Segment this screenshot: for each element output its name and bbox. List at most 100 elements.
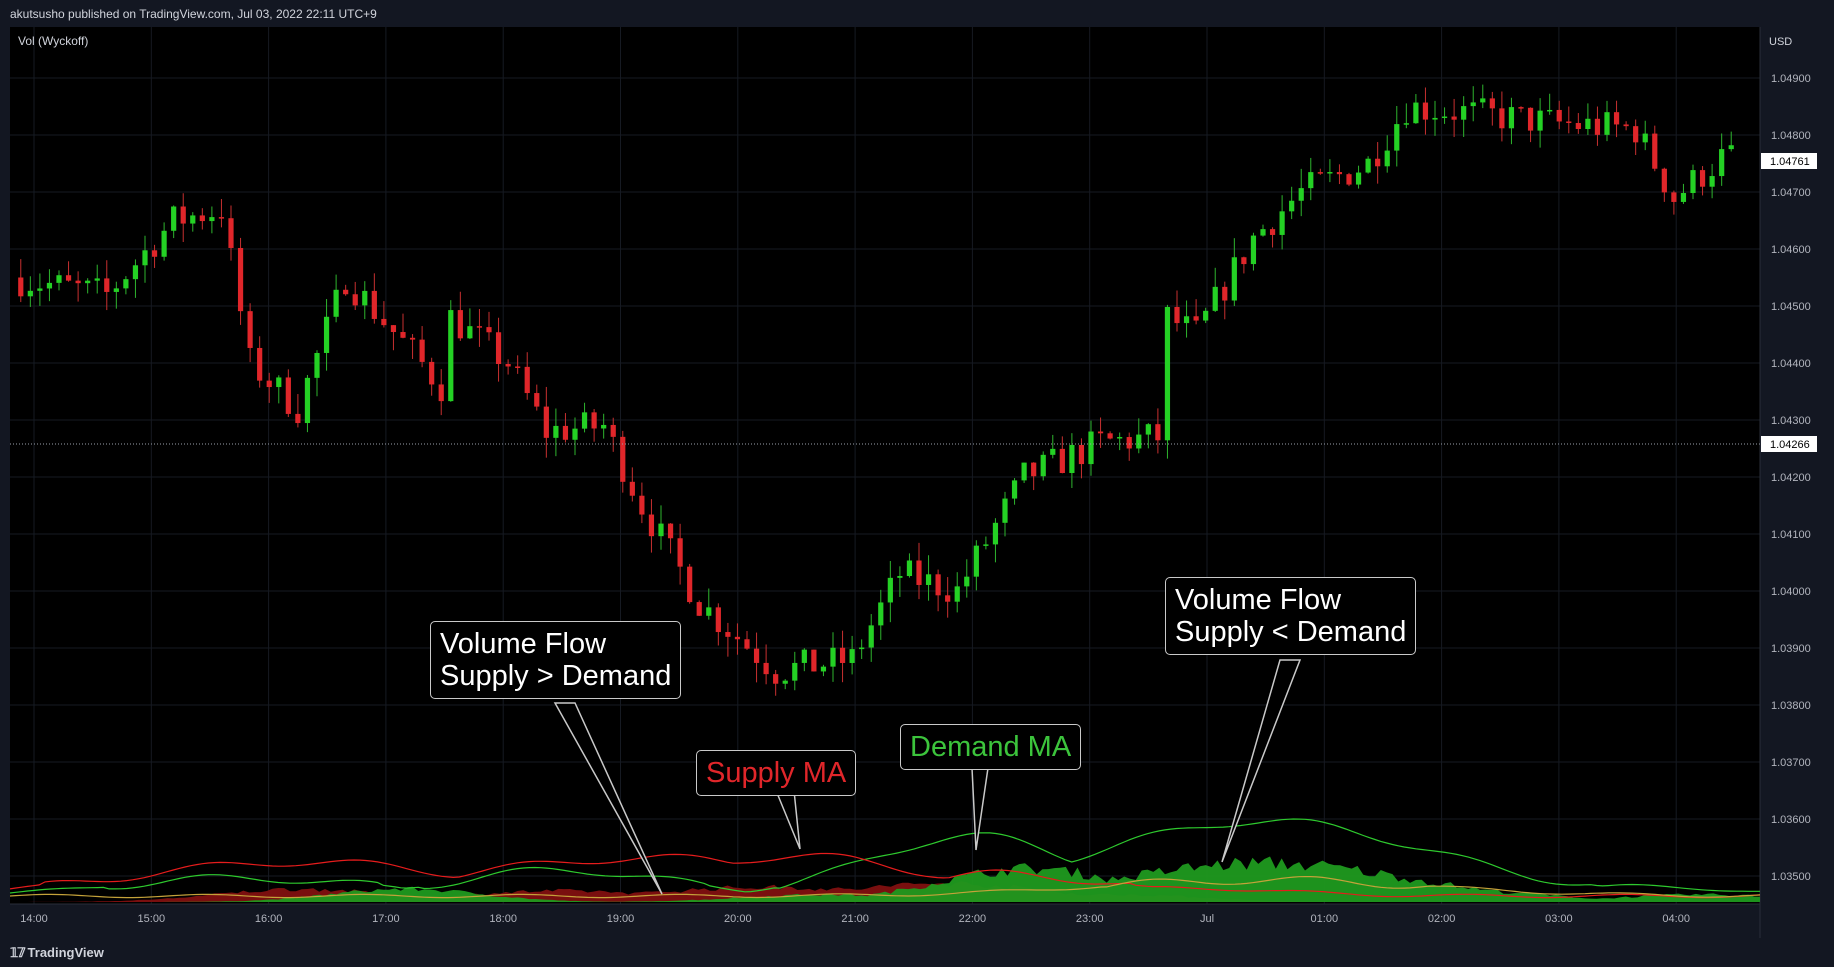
x-tick-label: 15:00: [138, 913, 166, 925]
candle-body: [954, 586, 960, 602]
candle-body: [1594, 118, 1601, 135]
candle-body: [1394, 124, 1400, 151]
candle-body: [543, 406, 549, 438]
y-tick-label: 1.03900: [1771, 643, 1811, 655]
tradingview-logo: 𝟙𝟟 TradingView: [10, 945, 104, 961]
candle-body: [859, 647, 865, 650]
candle-body: [1031, 462, 1037, 477]
candle-body: [1633, 126, 1639, 143]
candle-body: [1719, 149, 1725, 177]
candle-body: [1069, 444, 1075, 474]
signal-ma-line: [9, 876, 1761, 899]
candle-body: [639, 495, 645, 515]
candle-body: [343, 289, 349, 295]
candle-body: [1461, 106, 1467, 120]
candle-body: [123, 279, 129, 289]
candle-body: [1489, 98, 1495, 109]
candle-body: [1709, 176, 1715, 187]
candle-body: [629, 481, 635, 496]
candle-body: [333, 289, 339, 317]
candle-body: [734, 636, 741, 640]
candle-body: [1021, 462, 1027, 481]
candle-body: [1680, 193, 1687, 202]
candle-body: [753, 648, 760, 663]
x-tick-label: 22:00: [959, 913, 987, 925]
candle-body: [992, 522, 999, 545]
candle-body: [1088, 431, 1094, 465]
candle-body: [1671, 192, 1677, 202]
candle-body: [362, 290, 368, 306]
candle-body: [524, 366, 530, 394]
indicator-label: Vol (Wyckoff): [18, 34, 88, 48]
candle-body: [706, 607, 712, 616]
candle-body: [878, 602, 884, 626]
candle-body: [285, 377, 291, 414]
candle-body: [1365, 158, 1371, 173]
candle-body: [1164, 306, 1171, 441]
candle-body: [945, 595, 951, 602]
candle-body: [476, 326, 483, 328]
candle-body: [1451, 116, 1457, 120]
candle-body: [763, 662, 769, 675]
candle-body: [1231, 257, 1237, 301]
candle-body: [820, 666, 827, 672]
candle-body: [209, 217, 215, 222]
supply-ma-line: [9, 852, 1761, 899]
candle-body: [505, 364, 511, 367]
candle-body: [1298, 188, 1304, 201]
candle-body: [581, 412, 588, 429]
candle-body: [1260, 229, 1266, 236]
candle-body: [1183, 316, 1190, 324]
x-tick-label: 19:00: [607, 913, 635, 925]
candle-body: [1327, 172, 1333, 174]
supply-ma-annotation: Supply MA: [696, 750, 857, 796]
candle-body: [562, 425, 569, 440]
crosshair-price-label: 1.04266: [1770, 439, 1810, 451]
x-tick-label: Jul: [1200, 913, 1214, 925]
candle-body: [1432, 117, 1438, 120]
candle-body: [276, 377, 282, 388]
candle-body: [801, 649, 807, 663]
x-tick-label: 14:00: [20, 913, 48, 925]
candle-body: [696, 602, 702, 616]
candle-body: [390, 325, 397, 333]
price-axis: 1.04900 1.04800 1.04700 1.04600 1.04500 1.044…: [1771, 73, 1811, 883]
candlestick-series: [18, 84, 1734, 696]
candle-body: [295, 413, 301, 424]
candle-body: [1241, 257, 1247, 265]
candle-body: [27, 290, 33, 297]
y-tick-label: 1.04100: [1771, 529, 1811, 541]
price-chart[interactable]: Vol (Wyckoff) USD 1.049001.048001.047001…: [0, 0, 1834, 938]
candle-body: [247, 311, 253, 348]
candle-body: [677, 538, 683, 567]
demand-ma-line: [9, 818, 1760, 894]
y-tick-label: 1.04900: [1771, 73, 1811, 85]
candle-body: [438, 384, 444, 402]
demand-flow-line1: Volume Flow: [1175, 584, 1342, 616]
candle-body: [228, 218, 234, 248]
crosshair-price-badge: 1.04266: [1761, 436, 1817, 452]
candle-body: [610, 424, 616, 437]
x-tick-label: 21:00: [841, 913, 869, 925]
candle-body: [1728, 145, 1734, 150]
candle-body: [1537, 110, 1543, 131]
candle-body: [601, 424, 607, 429]
candle-body: [495, 332, 502, 365]
candle-body: [1269, 229, 1276, 235]
candle-body: [94, 278, 100, 281]
candle-body: [1355, 172, 1362, 185]
candle-body: [56, 275, 62, 283]
candle-body: [142, 250, 148, 266]
candle-body: [314, 352, 320, 378]
candle-body: [1317, 172, 1323, 174]
candle-body: [1155, 424, 1161, 441]
candle-body: [1203, 310, 1209, 321]
candle-body: [1403, 123, 1409, 125]
footer-brand: TradingView: [27, 945, 104, 960]
candle-body: [687, 566, 693, 603]
candle-body: [658, 523, 664, 537]
candle-body: [964, 576, 970, 587]
supply-flow-annotation: Volume Flow Supply > Demand: [430, 621, 682, 699]
candle-body: [1652, 133, 1658, 169]
candle-body: [323, 316, 330, 353]
